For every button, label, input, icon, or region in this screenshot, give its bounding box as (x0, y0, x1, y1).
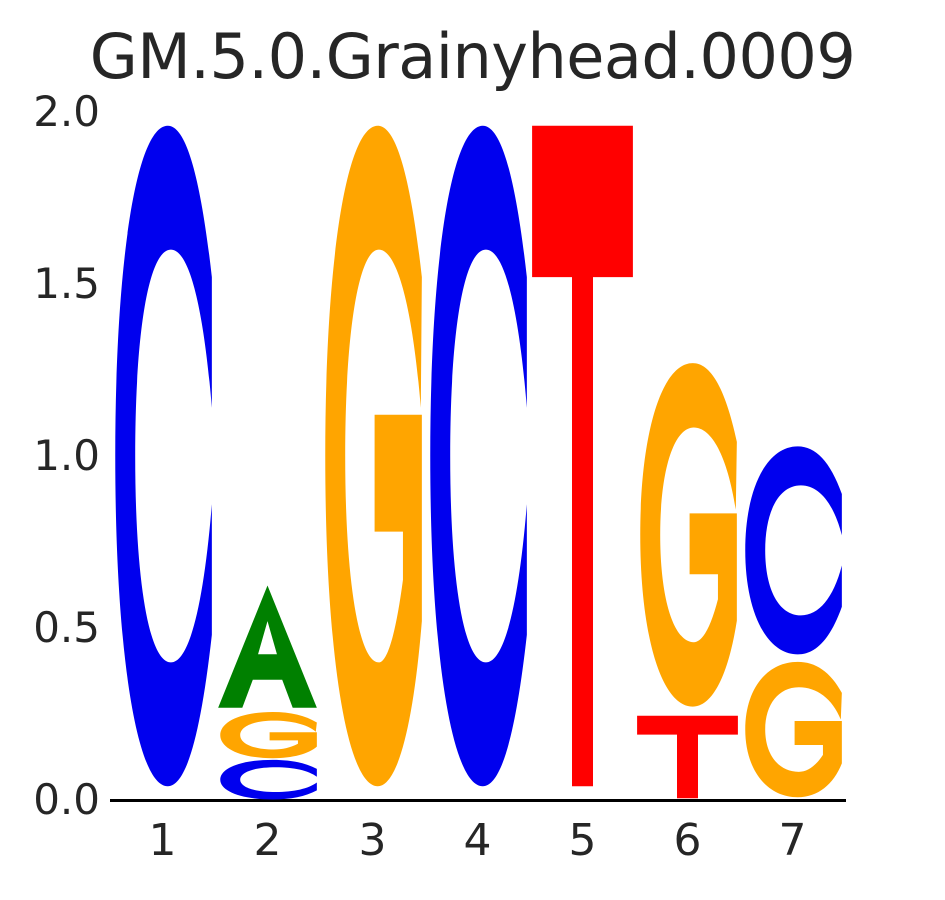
y-axis-tick-label: 0.0 (33, 775, 100, 824)
logo-letter-c (425, 112, 530, 800)
y-axis-tick-label: 1.5 (33, 259, 100, 308)
logo-letter-t (635, 714, 740, 800)
logo-letter-a (215, 583, 320, 710)
logo-letter-c (740, 442, 845, 659)
logo-letter-g (320, 112, 425, 800)
logo-stack (110, 112, 215, 800)
logo-stack (740, 442, 845, 800)
logo-letter-g (635, 356, 740, 714)
y-axis-tick-label: 2.0 (33, 87, 100, 136)
logo-letter-c (110, 112, 215, 800)
page-title: GM.5.0.Grainyhead.0009 (89, 20, 856, 93)
y-axis-tick-label: 1.0 (33, 431, 100, 480)
logo-letter-t (530, 112, 635, 800)
x-axis-tick-label: 1 (148, 815, 177, 866)
logo-letter-g (215, 711, 320, 759)
logo-stack (425, 112, 530, 800)
x-axis-tick-label: 2 (253, 815, 282, 866)
plot-area (110, 112, 845, 800)
logo-stack (215, 583, 320, 800)
x-axis-tick-label: 4 (463, 815, 492, 866)
x-axis-tick-label: 3 (358, 815, 387, 866)
x-axis-line (110, 799, 846, 802)
logo-letter-g (740, 659, 845, 800)
logo-stack (530, 112, 635, 800)
logo-stack (320, 112, 425, 800)
logo-stack (635, 356, 740, 800)
x-axis-tick-label: 7 (778, 815, 807, 866)
x-axis-tick-label: 5 (568, 815, 597, 866)
logo-letter-c (215, 759, 320, 800)
y-axis-tick-label: 0.5 (33, 603, 100, 652)
x-axis-tick-label: 6 (673, 815, 702, 866)
